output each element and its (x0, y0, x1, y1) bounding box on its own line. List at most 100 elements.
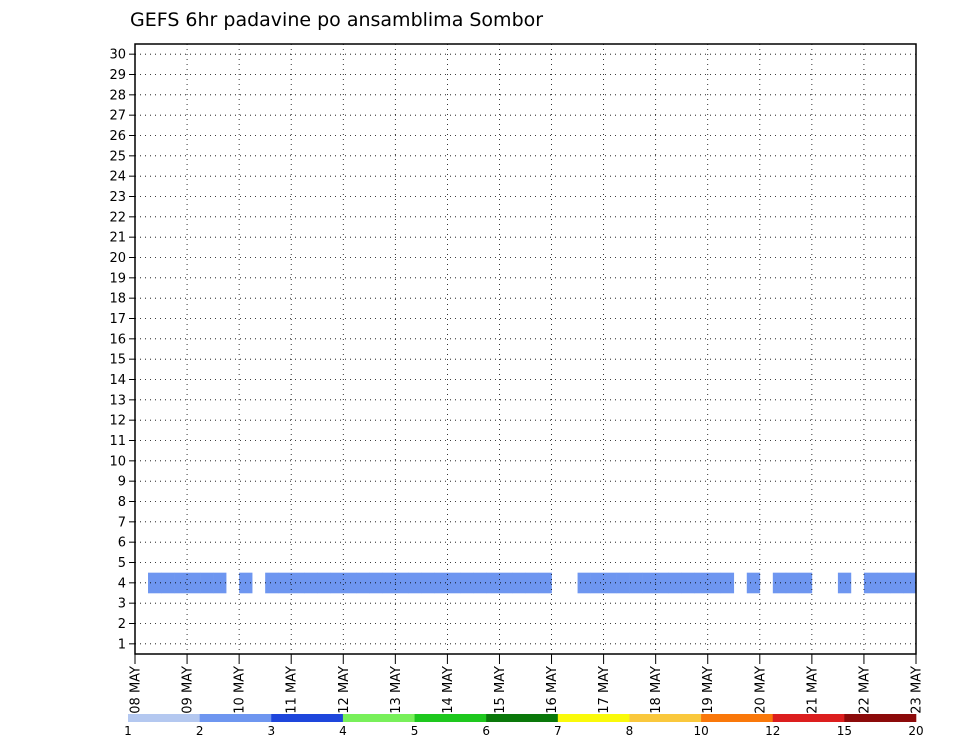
y-tick-label: 24 (109, 170, 126, 185)
heatmap-cell (161, 572, 175, 594)
y-tick-label: 3 (118, 597, 126, 612)
y-tick-label: 10 (109, 454, 126, 469)
x-tick-label: 22 MAY (857, 666, 872, 714)
heatmap-cell (525, 572, 539, 594)
legend-swatch (128, 714, 200, 722)
x-tick-label: 17 MAY (597, 666, 612, 714)
heatmap-cell (772, 572, 787, 594)
heatmap-cell (447, 572, 461, 594)
y-tick-label: 16 (109, 332, 126, 347)
x-tick-label: 16 MAY (545, 666, 560, 714)
color-legend: 1 2 3 4 5 6 7 8 10 12 15 20 (124, 714, 924, 738)
y-tick-label: 27 (109, 109, 126, 124)
heatmap-cell (330, 572, 344, 594)
y-tick-label: 18 (109, 292, 126, 307)
heatmap-cell (434, 572, 448, 594)
y-tick-label: 30 (109, 48, 126, 63)
x-tick-label: 21 MAY (805, 666, 820, 714)
heatmap-cell (707, 572, 722, 594)
heatmap-cell (200, 572, 214, 594)
heatmap-cell (213, 572, 227, 594)
x-tick-label: 14 MAY (441, 666, 456, 714)
y-tick-label: 5 (118, 556, 126, 571)
y-tick-label: 19 (109, 271, 126, 286)
x-tick-label: 08 MAY (129, 666, 144, 714)
heatmap-cell (577, 572, 591, 594)
y-tick-label: 2 (118, 617, 126, 632)
y-tick-label: 20 (109, 251, 126, 266)
legend-label: 2 (196, 724, 204, 738)
y-tick-label: 13 (109, 393, 126, 408)
legend-swatch (844, 714, 917, 722)
heatmap-cell (395, 572, 409, 594)
y-tick-label: 7 (118, 515, 126, 530)
heatmap-cell (499, 572, 513, 594)
legend-label: 8 (626, 724, 634, 738)
legend-swatch (414, 714, 487, 722)
x-tick-label: 19 MAY (701, 666, 716, 714)
y-tick-label: 12 (109, 414, 126, 429)
legend-swatch (557, 714, 630, 722)
y-tick-label: 9 (118, 475, 126, 490)
heatmap-cell (642, 572, 656, 594)
heatmap-cell (655, 572, 669, 594)
x-tick-label: 13 MAY (389, 666, 404, 714)
heatmap-cell (746, 572, 761, 594)
legend-swatch (271, 714, 344, 722)
y-tick-label: 28 (109, 88, 126, 103)
plot-frame (134, 43, 917, 655)
heatmap-cell (278, 572, 292, 594)
y-tick-label: 1 (118, 637, 126, 652)
y-tick-label: 26 (109, 129, 126, 144)
legend-swatch (486, 714, 559, 722)
heatmap-cell (382, 572, 396, 594)
heatmap-cell (785, 572, 800, 594)
y-tick-label: 8 (118, 495, 126, 510)
legend-label: 15 (837, 724, 852, 738)
x-tick-label: 15 MAY (493, 666, 508, 714)
heatmap-cell (343, 572, 357, 594)
heatmap-cell (148, 572, 162, 594)
heatmap-cell (317, 572, 331, 594)
heatmap-cell (694, 572, 709, 594)
x-tick-label: 10 MAY (233, 666, 248, 714)
x-tick-label: 20 MAY (753, 666, 768, 714)
legend-swatch (199, 714, 272, 722)
y-tick-label: 29 (109, 68, 126, 83)
heatmap-cell (512, 572, 526, 594)
y-tick-label: 11 (109, 434, 126, 449)
heatmap-cells (148, 572, 917, 594)
y-tick-label: 6 (118, 536, 126, 551)
x-tick-label: 23 MAY (910, 666, 925, 714)
heatmap-cell (616, 572, 630, 594)
legend-label: 1 (124, 724, 132, 738)
heatmap-cell (902, 572, 917, 594)
legend-swatch (629, 714, 702, 722)
legend-swatch (342, 714, 415, 722)
legend-label: 10 (693, 724, 708, 738)
heatmap-cell (460, 572, 474, 594)
chart-title: GEFS 6hr padavine po ansamblima Sombor (130, 9, 543, 31)
heatmap-cell (720, 572, 735, 594)
legend-label: 5 (411, 724, 419, 738)
heatmap-cell (291, 572, 305, 594)
y-tick-label: 17 (109, 312, 126, 327)
y-tick-label: 23 (109, 190, 126, 205)
x-tick-label: 18 MAY (649, 666, 664, 714)
grid-lines (135, 44, 916, 654)
x-axis: 08 MAY 09 MAY 10 MAY 11 MAY 12 MAY 13 MAY 14 M… (129, 654, 925, 714)
heatmap-cell (187, 572, 201, 594)
y-tick-label: 22 (109, 210, 126, 225)
legend-label: 12 (765, 724, 780, 738)
heatmap-cell (421, 572, 435, 594)
heatmap-cell (265, 572, 279, 594)
y-tick-label: 21 (109, 231, 126, 246)
heatmap-cell (889, 572, 904, 594)
x-tick-label: 09 MAY (181, 666, 196, 714)
heatmap-cell (486, 572, 500, 594)
legend-label: 7 (554, 724, 562, 738)
y-tick-label: 25 (109, 149, 126, 164)
y-axis: 1234567891011121314151617181920212223242… (109, 48, 135, 652)
y-tick-label: 15 (109, 353, 126, 368)
